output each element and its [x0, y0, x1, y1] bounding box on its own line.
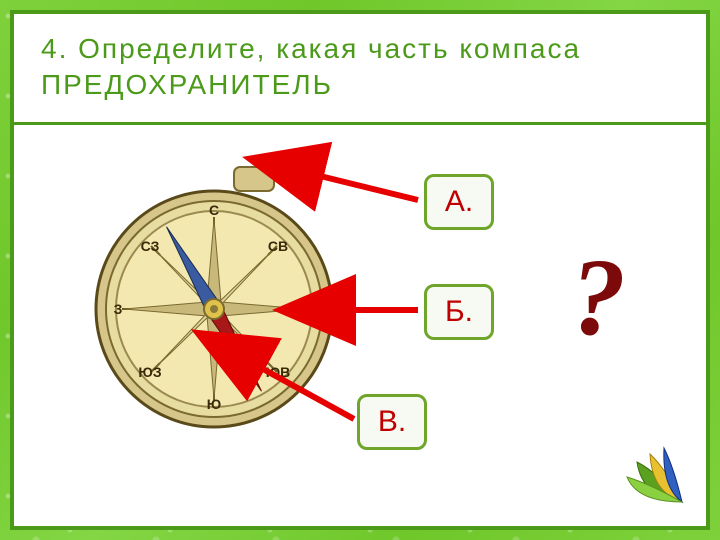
- answer-button-b[interactable]: Б.: [424, 284, 494, 340]
- svg-text:ЮВ: ЮВ: [266, 364, 291, 380]
- answer-label-b: Б.: [445, 295, 473, 329]
- answer-label-c: В.: [378, 405, 406, 439]
- svg-text:С: С: [209, 202, 219, 218]
- slide-frame: 4. Определите, какая часть компаса ПРЕДО…: [10, 10, 710, 530]
- svg-text:СЗ: СЗ: [141, 238, 160, 254]
- svg-text:Ю: Ю: [207, 396, 221, 412]
- svg-text:З: З: [114, 301, 123, 317]
- corner-leaf-icon: [622, 442, 692, 512]
- answer-button-c[interactable]: В.: [357, 394, 427, 450]
- svg-text:ЮЗ: ЮЗ: [138, 364, 161, 380]
- question-mark: ?: [571, 234, 626, 361]
- svg-text:В: В: [307, 301, 317, 317]
- compass-image: С СВ В ЮВ Ю ЮЗ З СЗ: [84, 159, 344, 439]
- answer-button-a[interactable]: А.: [424, 174, 494, 230]
- answer-label-a: А.: [445, 185, 473, 219]
- svg-text:СВ: СВ: [268, 238, 288, 254]
- title-box: 4. Определите, какая часть компаса ПРЕДО…: [10, 10, 710, 125]
- question-title: 4. Определите, какая часть компаса ПРЕДО…: [41, 31, 679, 104]
